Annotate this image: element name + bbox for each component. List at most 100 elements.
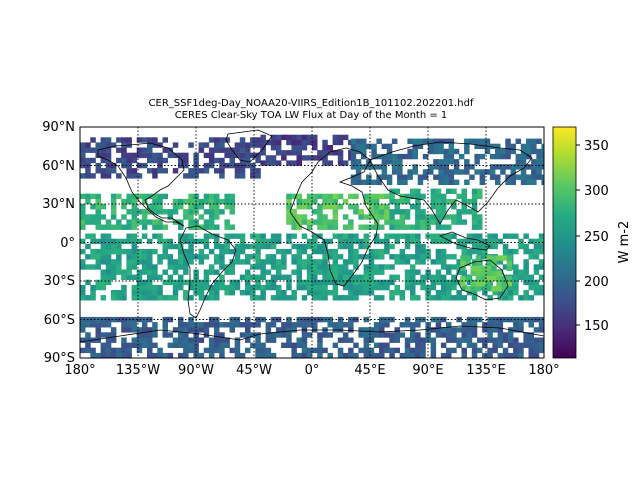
flux-cell <box>229 279 235 286</box>
flux-cell <box>301 219 308 225</box>
flux-cell <box>312 347 318 354</box>
flux-cell <box>342 264 349 270</box>
flux-cell <box>121 214 127 220</box>
flux-cell <box>373 264 380 270</box>
flux-cell <box>306 254 313 260</box>
flux-cell <box>317 259 323 265</box>
flux-cell <box>147 152 153 159</box>
flux-cell <box>475 275 482 282</box>
flux-cell <box>167 342 174 348</box>
flux-cell <box>348 238 354 245</box>
flux-cell <box>224 322 230 328</box>
flux-cell <box>348 248 354 255</box>
flux-cell <box>183 264 189 270</box>
flux-cell <box>373 332 380 338</box>
flux-cell <box>394 327 400 333</box>
flux-cell <box>183 290 189 296</box>
flux-cell <box>157 254 163 260</box>
flux-cell <box>234 162 241 169</box>
flux-cell <box>229 248 235 255</box>
flux-cell <box>477 248 483 255</box>
flux-cell <box>286 214 292 220</box>
flux-cell <box>239 142 246 148</box>
flux-cell <box>327 248 333 255</box>
flux-cell <box>208 193 215 200</box>
flux-cell <box>456 264 462 270</box>
flux-cell <box>415 342 421 348</box>
flux-cell <box>198 204 205 210</box>
flux-cell <box>245 152 251 159</box>
flux-cell <box>301 295 308 301</box>
flux-cell <box>446 188 452 194</box>
flux-cell <box>358 279 364 286</box>
flux-cell <box>487 332 493 338</box>
flux-cell <box>389 274 395 280</box>
flux-cell <box>306 352 313 358</box>
flux-cell <box>379 214 385 220</box>
flux-cell <box>471 238 478 245</box>
flux-cell <box>440 264 447 270</box>
flux-cell <box>353 274 359 280</box>
flux-cell <box>208 233 215 239</box>
flux-cell <box>126 327 132 333</box>
flux-cell <box>260 259 266 265</box>
flux-cell <box>428 164 434 170</box>
flux-cell <box>348 327 354 333</box>
flux-cell <box>255 347 261 354</box>
flux-cell <box>219 264 225 270</box>
flux-cell <box>446 284 452 291</box>
flux-cell <box>497 322 504 328</box>
flux-cell <box>363 316 370 323</box>
flux-cell <box>203 322 210 328</box>
flux-cell <box>389 188 395 194</box>
flux-cell <box>500 148 506 155</box>
flux-cell <box>523 243 529 250</box>
flux-cell <box>250 332 256 338</box>
flux-cell <box>402 179 408 185</box>
flux-cell <box>518 269 524 275</box>
flux-cell <box>342 269 349 275</box>
flux-cell <box>100 233 107 239</box>
flux-cell <box>275 284 282 291</box>
flux-cell <box>520 169 527 175</box>
flux-cell <box>296 322 302 328</box>
flux-cell <box>435 204 442 210</box>
flux-cell <box>286 219 292 225</box>
flux-cell <box>306 219 313 225</box>
flux-cell <box>430 279 437 286</box>
flux-cell <box>208 290 215 296</box>
flux-cell <box>255 337 261 343</box>
flux-cell <box>260 347 266 354</box>
flux-cell <box>245 147 251 153</box>
flux-cell <box>533 352 540 358</box>
flux-cell <box>85 173 91 179</box>
flux-cell <box>505 148 511 155</box>
flux-cell <box>110 204 117 210</box>
flux-cell <box>471 224 478 230</box>
flux-cell <box>348 295 354 301</box>
flux-cell <box>275 290 282 296</box>
flux-cell <box>523 233 529 239</box>
flux-cell <box>90 295 96 301</box>
flux-cell <box>281 295 287 301</box>
flux-cell <box>178 219 184 225</box>
flux-cell <box>505 179 511 185</box>
flux-cell <box>317 233 323 239</box>
flux-cell <box>363 214 370 220</box>
flux-cell <box>350 174 357 180</box>
flux-cell <box>141 254 148 260</box>
flux-cell <box>183 233 189 239</box>
flux-cell <box>358 224 364 230</box>
flux-cell <box>389 233 395 239</box>
flux-cell <box>214 332 220 338</box>
flux-cell <box>167 332 174 338</box>
flux-cell <box>100 157 107 164</box>
flux-cell <box>286 248 292 255</box>
flux-cell <box>536 174 542 180</box>
flux-cell <box>85 142 91 148</box>
flux-cell <box>157 224 163 230</box>
flux-cell <box>322 269 328 275</box>
flux-cell <box>415 188 421 194</box>
flux-cell <box>384 316 390 323</box>
flux-cell <box>355 138 362 144</box>
